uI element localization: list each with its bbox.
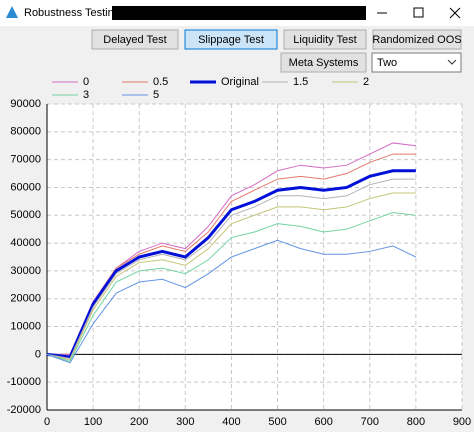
button[interactable]: Slippage Test: [184, 29, 278, 50]
x-tick-label: 900: [453, 416, 471, 428]
series-line: [46, 211, 416, 362]
button[interactable]: Delayed Test: [91, 29, 179, 50]
series-line: [46, 239, 417, 364]
y-tick-label: 10000: [10, 320, 41, 332]
legend-label: Original: [221, 76, 259, 88]
y-tick-label: 80000: [10, 126, 41, 138]
dropdown-arrow: [447, 59, 457, 65]
legend-label: 1.5: [293, 76, 308, 88]
button-frame: [280, 52, 367, 73]
y-tick-label: 20000: [10, 293, 41, 305]
y-tick-label: 90000: [10, 98, 41, 110]
x-tick-label: 100: [84, 416, 102, 428]
x-tick-label: 200: [130, 416, 148, 428]
y-tick-label: -20000: [7, 404, 41, 416]
x-tick-label: 400: [222, 416, 240, 428]
button-label: Delayed Test: [103, 34, 166, 46]
series-line: [46, 178, 416, 360]
button-frame: [372, 29, 462, 50]
legend-label: 5: [153, 89, 159, 101]
app-icon: [6, 6, 18, 18]
legend-label: 0.5: [153, 76, 168, 88]
window-title: Robustness Testing -: [24, 7, 127, 19]
y-tick-label: -10000: [7, 376, 41, 388]
button[interactable]: Randomized OOS: [372, 29, 462, 50]
y-tick-label: 50000: [10, 209, 41, 221]
y-tick-label: 40000: [10, 237, 41, 249]
button-frame: [283, 29, 367, 50]
x-tick-label: 0: [44, 416, 50, 428]
series-line: [46, 192, 416, 361]
button[interactable]: Meta Systems: [280, 52, 367, 73]
y-tick-label: 30000: [10, 265, 41, 277]
legend-label: 3: [83, 89, 89, 101]
button-label: Liquidity Test: [293, 34, 356, 46]
plot-area: [47, 104, 462, 410]
x-tick-label: 300: [176, 416, 194, 428]
legend-label: 2: [363, 76, 369, 88]
maximize[interactable]: [413, 7, 424, 18]
x-tick-label: 700: [361, 416, 379, 428]
y-tick-label: 0: [35, 348, 41, 360]
button-label: Slippage Test: [198, 34, 264, 46]
x-tick-label: 500: [268, 416, 286, 428]
button-label: Randomized OOS: [372, 34, 461, 46]
button[interactable]: Liquidity Test: [283, 29, 367, 50]
y-tick-label: 60000: [10, 181, 41, 193]
redaction: [112, 6, 366, 20]
close[interactable]: [449, 7, 461, 19]
dropdown[interactable]: Two: [371, 52, 462, 73]
button-frame: [91, 29, 179, 50]
button-frame: [184, 29, 278, 50]
series-line: [46, 169, 416, 359]
x-tick-label: 600: [314, 416, 332, 428]
dropdown-box: [371, 52, 462, 73]
button-label: Meta Systems: [289, 57, 359, 69]
x-tick-label: 800: [407, 416, 425, 428]
legend-label: 0: [83, 76, 89, 88]
dropdown-value: Two: [377, 57, 397, 69]
y-tick-label: 70000: [10, 154, 41, 166]
